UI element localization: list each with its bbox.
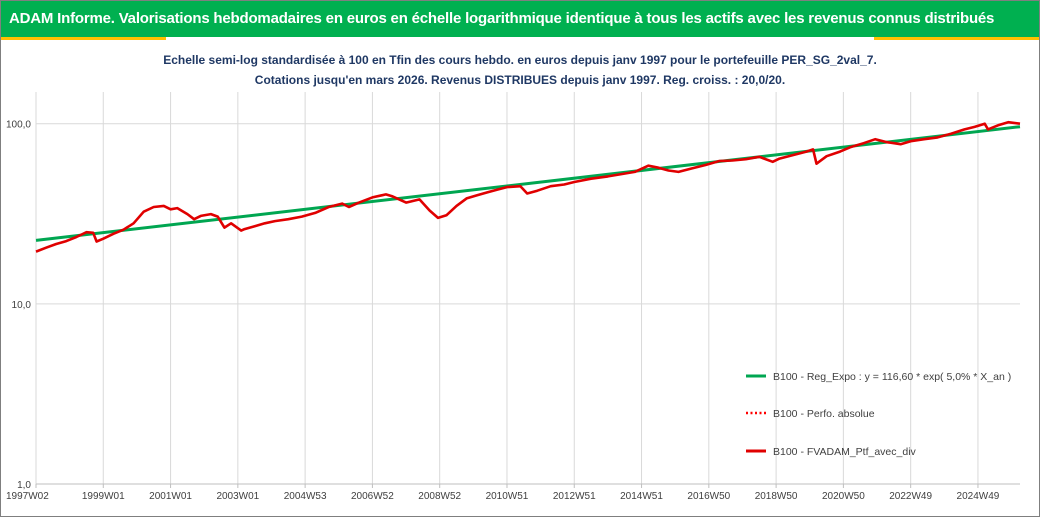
legend-label: B100 - Reg_Expo : y = 116,60 * exp( 5,0%… bbox=[773, 371, 1011, 383]
x-tick-label: 2010W51 bbox=[486, 491, 529, 502]
regression-line bbox=[35, 125, 1021, 242]
x-tick-label: 1999W01 bbox=[82, 491, 125, 502]
header-bar: ADAM Informe. Valorisations hebdomadaire… bbox=[1, 1, 1039, 37]
chart-subtitle-line2: Cotations jusqu'en mars 2026. Revenus DI… bbox=[254, 73, 786, 87]
x-tick-label: 2022W49 bbox=[889, 491, 932, 502]
x-tick-label: 2018W50 bbox=[755, 491, 798, 502]
x-tick-label: 1997W02 bbox=[6, 491, 49, 502]
x-tick-label: 2016W50 bbox=[687, 491, 730, 502]
page-title: ADAM Informe. Valorisations hebdomadaire… bbox=[9, 10, 995, 27]
y-tick-label: 10,0 bbox=[12, 300, 32, 311]
x-tick-label: 2003W01 bbox=[216, 491, 259, 502]
x-axis: 1997W02 1999W01 2001W01 2003W01 2004W53 2006W… bbox=[6, 484, 1000, 502]
x-tick-label: 2014W51 bbox=[620, 491, 663, 502]
chart-subtitle-line1: Echelle semi-log standardisée à 100 en T… bbox=[163, 53, 877, 67]
x-tick-label: 2004W53 bbox=[284, 491, 327, 502]
x-tick-label: 2008W52 bbox=[418, 491, 461, 502]
portfolio-line bbox=[35, 120, 1021, 253]
x-tick-label: 2024W49 bbox=[957, 491, 1000, 502]
y-tick-label: 100,0 bbox=[6, 120, 31, 131]
legend-label: B100 - Perfo. absolue bbox=[773, 408, 875, 420]
accent-bar-left bbox=[1, 37, 166, 40]
y-tick-label: 1,0 bbox=[17, 480, 31, 491]
x-tick-label: 2012W51 bbox=[553, 491, 596, 502]
accent-bar-right bbox=[874, 37, 1039, 40]
x-tick-label: 2006W52 bbox=[351, 491, 394, 502]
grid bbox=[35, 92, 1020, 485]
legend: B100 - Reg_Expo : y = 116,60 * exp( 5,0%… bbox=[746, 371, 1011, 458]
x-tick-label: 2001W01 bbox=[149, 491, 192, 502]
y-axis: 1,0 10,0 100,0 bbox=[6, 120, 31, 491]
legend-label: B100 - FVADAM_Ptf_avec_div bbox=[773, 446, 917, 458]
x-tick-label: 2020W50 bbox=[822, 491, 865, 502]
series bbox=[35, 120, 1021, 253]
